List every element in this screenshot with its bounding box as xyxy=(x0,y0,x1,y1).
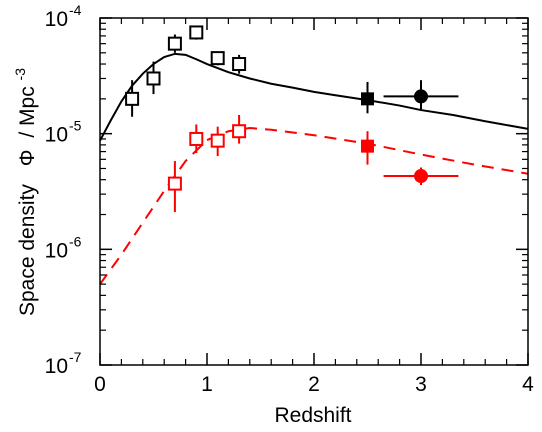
y-tick-label-3: 10 xyxy=(45,8,68,31)
series-1-point-5 xyxy=(383,167,459,185)
series-0-point-2-marker xyxy=(167,36,182,51)
y-axis-label-text: Space density xyxy=(16,184,39,316)
y-tick-label-0-exponent: -7 xyxy=(69,349,82,365)
series-0-point-1-marker xyxy=(146,71,161,86)
y-axis-label-symbol: Φ xyxy=(16,149,39,166)
series-0-point-3-marker xyxy=(189,25,204,40)
y-tick-label-2-base: 10 xyxy=(45,124,68,147)
series-1-point-3 xyxy=(232,115,247,144)
y-tick-label-0-base: 10 xyxy=(45,355,68,378)
series-0-point-4 xyxy=(210,51,225,66)
series-0-point-7-marker xyxy=(414,89,428,104)
axes: 0 1 2 3 410-710-610-510-4 xyxy=(45,2,535,396)
series-1-point-4 xyxy=(361,131,374,165)
plot-frame xyxy=(99,17,529,366)
x-tick-label-0: 0 xyxy=(94,373,106,396)
series-0-point-2 xyxy=(167,34,182,53)
series-1-model-curve xyxy=(99,126,529,285)
y-tick-label-1: 10 xyxy=(45,239,68,262)
y-tick-label-1-base: 10 xyxy=(45,239,68,262)
y-tick-label-2: 10 xyxy=(45,124,68,147)
series-1-point-0-marker xyxy=(167,176,182,191)
series-1-point-0 xyxy=(167,161,182,213)
series-0-point-4-marker xyxy=(210,51,225,66)
labels: Redshift Space density Φ / Mpc -3 xyxy=(12,68,352,427)
x-axis-label: Redshift xyxy=(274,404,351,427)
series-1-point-2-marker xyxy=(210,133,225,148)
series-0-point-6-marker xyxy=(361,92,374,106)
series-1-point-1 xyxy=(189,124,204,154)
series-0-model-curve xyxy=(99,52,529,142)
series-1-point-4-marker xyxy=(361,139,374,153)
y-axis-label: Space density Φ / Mpc -3 xyxy=(12,68,39,316)
x-tick-label-2: 2 xyxy=(308,373,320,396)
series-1-point-2 xyxy=(210,126,225,157)
y-axis-label-unit: / Mpc xyxy=(16,86,39,137)
y-tick-label-3-base: 10 xyxy=(45,8,68,31)
y-axis-label-unit-exponent: -3 xyxy=(12,68,28,81)
series-0-point-7 xyxy=(383,80,459,111)
y-tick-label-3-exponent: -4 xyxy=(69,2,82,18)
series-1-point-1-marker xyxy=(189,131,204,146)
y-tick-label-2-exponent: -5 xyxy=(69,118,82,134)
series-0-point-0 xyxy=(125,80,140,117)
series-1-point-3-marker xyxy=(232,124,247,139)
series-0-point-3 xyxy=(189,25,204,40)
y-tick-label-1-exponent: -6 xyxy=(69,233,82,249)
x-tick-label-1: 1 xyxy=(201,373,213,396)
series-0-point-5-marker xyxy=(232,57,247,72)
x-tick-label-4: 4 xyxy=(522,373,534,396)
series-0-point-0-marker xyxy=(125,91,140,106)
series-0-point-1 xyxy=(146,61,161,95)
series-0-point-6 xyxy=(361,81,374,114)
plot-area xyxy=(99,25,529,285)
series-0-point-5 xyxy=(232,54,247,74)
y-tick-label-0: 10 xyxy=(45,355,68,378)
x-tick-label-3: 3 xyxy=(415,373,427,396)
series-1-point-5-marker xyxy=(414,169,428,184)
